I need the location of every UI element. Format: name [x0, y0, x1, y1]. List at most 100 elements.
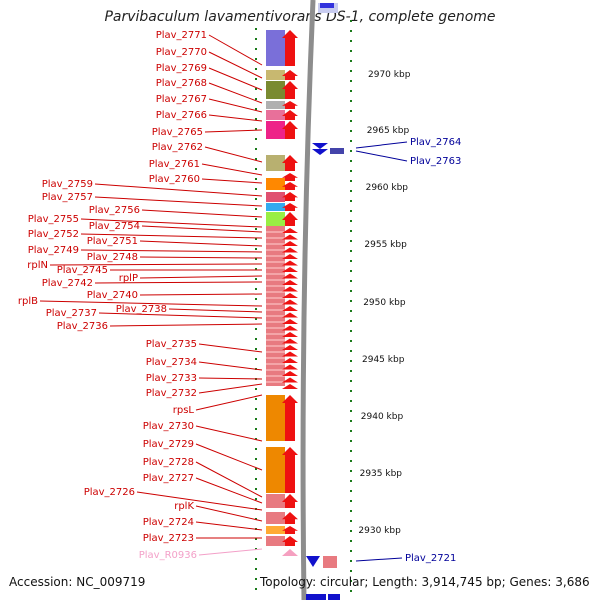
gene-label: Plav_2733: [146, 373, 197, 384]
leader-line: [49, 263, 263, 266]
gene-arrow-small: [282, 319, 298, 324]
leader-line: [80, 218, 263, 228]
gene-block: [266, 212, 285, 226]
scale-labels: 2970 kbp 2965 kbp 2960 kbp 2955 kbp 2950 kbp…: [358, 70, 410, 536]
leader-line: [201, 178, 263, 184]
leader-line: [139, 275, 263, 279]
gene-arrow-small: [282, 377, 298, 383]
gene-blocks: [266, 30, 285, 546]
gene-label: Plav_2770: [156, 47, 207, 58]
top-blue-block-dark: [320, 3, 334, 8]
gene-block: [266, 395, 285, 441]
leader-line: [136, 491, 263, 511]
leader-line: [195, 425, 263, 442]
leader-line: [201, 163, 263, 176]
gene-label: Plav_2752: [28, 229, 79, 240]
leader-line: [39, 300, 263, 307]
scale-label: 2970 kbp: [368, 70, 411, 80]
gene-arrow-small: [282, 338, 298, 344]
leader-line: [198, 383, 263, 394]
gene-label: Plav_2771: [156, 30, 207, 41]
leader-line: [195, 443, 263, 471]
leader-line: [94, 183, 263, 197]
gene-block: [266, 121, 285, 139]
gene-label: Plav_2766: [156, 110, 207, 121]
gene-label: Plav_2737: [46, 308, 97, 319]
blue-gene-block: [330, 148, 344, 154]
right-gene-labels: Plav_2764 Plav_2763 Plav_2721: [355, 137, 461, 564]
gene-arrow-small: [282, 306, 298, 311]
gene-arrow: [282, 395, 298, 441]
leader-line: [98, 312, 263, 319]
leader-line: [109, 323, 263, 327]
leader-line: [208, 34, 263, 66]
gene-label: Plav_2727: [143, 473, 194, 484]
scale-label: 2945 kbp: [362, 355, 405, 365]
leader-line: [195, 477, 263, 504]
gene-label: Plav_2749: [28, 245, 79, 256]
scale-label: 2935 kbp: [360, 469, 403, 479]
map-title: Parvibaculum lavamentivorans DS-1, compl…: [104, 9, 496, 25]
leader-line: [198, 343, 263, 353]
leader-line: [208, 51, 263, 79]
gene-block: [266, 512, 285, 524]
gene-label: Plav_2734: [146, 357, 197, 368]
gene-label: Plav_2751: [87, 236, 138, 247]
leader-line: [139, 256, 263, 259]
genome-summary: Topology: circular; Length: 3,914,745 bp…: [260, 575, 590, 589]
gene-label: rplN: [27, 260, 48, 271]
left-gene-labels: Plav_2771 Plav_2770 Plav_2769 Plav_2768 Plav…: [18, 30, 263, 561]
leader-line: [94, 196, 263, 207]
gene-label: Plav_2754: [89, 221, 140, 232]
leader-line: [208, 114, 263, 122]
gene-label: Plav_2764: [410, 137, 461, 148]
gene-arrow-small: [282, 286, 298, 292]
leader-line: [355, 557, 403, 562]
scale-label: 2955 kbp: [364, 240, 407, 250]
gene-arrow-small: [282, 371, 298, 376]
gene-label: Plav_2769: [156, 63, 207, 74]
gene-label: Plav_2738: [116, 304, 167, 315]
scale-label: 2960 kbp: [366, 183, 409, 193]
gene-arrow-small: [282, 299, 298, 305]
gene-label: Plav_2730: [143, 421, 194, 432]
gene-arrow-small: [282, 293, 298, 298]
gene-arrow: [282, 101, 298, 109]
gene-label: Plav_2728: [143, 457, 194, 468]
leader-line: [355, 150, 408, 162]
gene-arrow: [282, 121, 298, 139]
leader-line: [139, 293, 263, 296]
gene-arrow-small: [282, 280, 298, 285]
gene-block: [266, 536, 285, 546]
gene-arrow: [282, 173, 298, 181]
gene-label: Plav_2748: [87, 252, 138, 263]
leader-line: [198, 548, 263, 556]
accession-label: Accession: NC_009719: [9, 575, 146, 589]
scale-label: 2950 kbp: [363, 298, 406, 308]
gene-label: Plav_2736: [57, 321, 108, 332]
gene-arrow-rrna: [282, 549, 298, 556]
leader-line: [355, 141, 408, 149]
gene-label: rplK: [174, 501, 194, 512]
leader-line: [141, 225, 263, 233]
gene-arrow: [282, 182, 298, 190]
gene-arrow: [282, 203, 298, 211]
gene-arrow-small: [282, 260, 298, 266]
gene-block: [266, 101, 285, 109]
gene-arrow-small: [282, 273, 298, 279]
gene-label: Plav_2761: [149, 159, 200, 170]
gene-label: Plav_2760: [149, 174, 200, 185]
gene-block: [266, 447, 285, 493]
gene-arrow-small: [282, 234, 298, 240]
bottom-blue-block: [306, 594, 326, 600]
scale-label: 2965 kbp: [367, 126, 410, 136]
gene-arrow: [282, 447, 298, 493]
gene-label: rplB: [18, 296, 38, 307]
gene-arrow-small: [282, 332, 298, 337]
leader-line: [208, 98, 263, 113]
gene-label: Plav_2735: [146, 339, 197, 350]
gene-block: [266, 110, 285, 120]
leader-line: [80, 249, 263, 253]
gene-label: Plav_2762: [152, 142, 203, 153]
leader-line: [80, 233, 263, 239]
